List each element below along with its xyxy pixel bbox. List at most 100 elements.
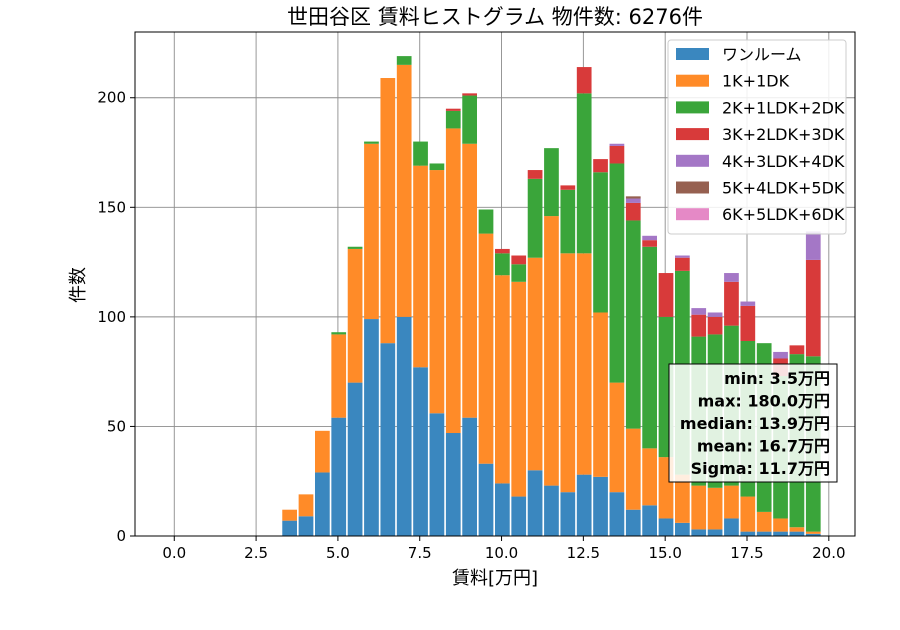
bar-segment <box>544 485 559 536</box>
bar-segment <box>413 367 428 536</box>
bar-segment <box>511 496 527 536</box>
stats-line: max: 180.0万円 <box>698 392 830 411</box>
bar-segment <box>756 511 772 532</box>
bar-segment <box>593 159 608 173</box>
x-tick-label: 2.5 <box>244 544 268 562</box>
bar-segment <box>773 351 788 359</box>
legend-label: ワンルーム <box>722 45 802 64</box>
chart-title: 世田谷区 賃料ヒストグラム 物件数: 6276件 <box>287 5 703 29</box>
bar-segment <box>576 67 592 94</box>
legend-label: 2K+1LDK+2DK <box>722 98 845 117</box>
bar-segment <box>298 494 314 517</box>
bar-segment <box>495 248 510 254</box>
bar-segment <box>609 145 625 164</box>
bar-segment <box>642 246 657 449</box>
bar-segment <box>642 505 657 536</box>
bar-segment <box>315 430 330 473</box>
bar-segment <box>429 163 445 171</box>
y-tick-label: 150 <box>97 198 126 216</box>
x-tick-label: 20.0 <box>812 544 845 562</box>
x-tick-label: 12.5 <box>567 544 600 562</box>
bar-segment <box>544 216 559 486</box>
bar-segment <box>675 474 690 523</box>
bar-segment <box>462 143 477 418</box>
bar-segment <box>740 496 756 532</box>
y-tick-label: 200 <box>97 89 126 107</box>
bar-segment <box>625 202 641 221</box>
bar-segment <box>298 516 314 536</box>
legend-label: 5K+4LDK+5DK <box>722 179 845 198</box>
bar-segment <box>495 275 510 484</box>
legend-label: 4K+3LDK+4DK <box>722 152 845 171</box>
bar-segment <box>560 253 576 493</box>
bar-segment <box>445 128 461 434</box>
bar-segment <box>478 233 494 464</box>
bar-segment <box>396 56 412 65</box>
legend-swatch <box>676 208 709 221</box>
bar-segment <box>331 332 347 335</box>
bar-segment <box>625 428 641 510</box>
bar-segment <box>789 527 805 532</box>
bar-segment <box>527 178 543 258</box>
bar-segment <box>347 246 363 249</box>
bar-segment <box>691 485 707 530</box>
bar-segment <box>691 314 707 337</box>
x-tick-label: 5.0 <box>326 544 350 562</box>
x-axis-label: 賃料[万円] <box>452 568 538 589</box>
x-tick-label: 0.0 <box>162 544 186 562</box>
bar-segment <box>642 240 657 247</box>
bar-segment <box>380 343 396 536</box>
bar-segment <box>805 231 821 260</box>
x-tick-label: 7.5 <box>408 544 432 562</box>
bar-segment <box>740 531 756 536</box>
bar-segment <box>462 93 477 96</box>
bar-segment <box>396 64 412 317</box>
bar-segment <box>642 235 657 241</box>
bar-segment <box>347 382 363 536</box>
legend: ワンルーム 1K+1DK 2K+1LDK+2DK 3K+2LDK+3DK 4K+3LDK… <box>667 39 847 235</box>
bar-segment <box>527 470 543 536</box>
bar-segment <box>625 196 641 199</box>
bar-segment <box>380 78 396 344</box>
bar-segment <box>576 253 592 475</box>
x-tick-label: 17.5 <box>730 544 763 562</box>
bar-segment <box>691 529 707 536</box>
bar-segment <box>511 281 527 497</box>
bar-segment <box>724 273 739 282</box>
stats-line: mean: 16.7万円 <box>697 437 830 456</box>
bar-segment <box>675 255 690 258</box>
bar-segment <box>625 509 641 536</box>
stats-line: Sigma: 11.7万円 <box>691 459 830 478</box>
bar-segment <box>756 531 772 536</box>
bar-segment <box>625 198 641 203</box>
x-tick-label: 15.0 <box>648 544 681 562</box>
bar-segment <box>315 472 330 536</box>
bar-segment <box>707 487 723 530</box>
legend-label: 1K+1DK <box>722 72 790 91</box>
bar-segment <box>282 509 297 521</box>
bar-segment <box>560 189 576 254</box>
bar-segment <box>478 209 494 234</box>
bar-segment <box>642 448 657 506</box>
bar-segment <box>593 476 608 536</box>
legend-label: 3K+2LDK+3DK <box>722 125 845 144</box>
bar-segment <box>511 264 527 282</box>
plot-frame <box>134 31 856 537</box>
bar-segment <box>805 531 821 534</box>
bar-segment <box>675 257 690 271</box>
legend-box <box>667 39 847 235</box>
bar-segment <box>625 220 641 429</box>
bar-segment <box>609 143 625 146</box>
bar-segment <box>609 492 625 536</box>
bar-segment <box>789 345 805 355</box>
bar-segment <box>707 529 723 536</box>
bar-segment <box>593 312 608 477</box>
bar-segment <box>445 110 461 129</box>
bar-segment <box>445 433 461 536</box>
bar-segment <box>805 259 821 357</box>
bar-segment <box>413 141 428 166</box>
bar-segment <box>658 273 674 317</box>
y-tick-label: 0 <box>116 527 126 545</box>
